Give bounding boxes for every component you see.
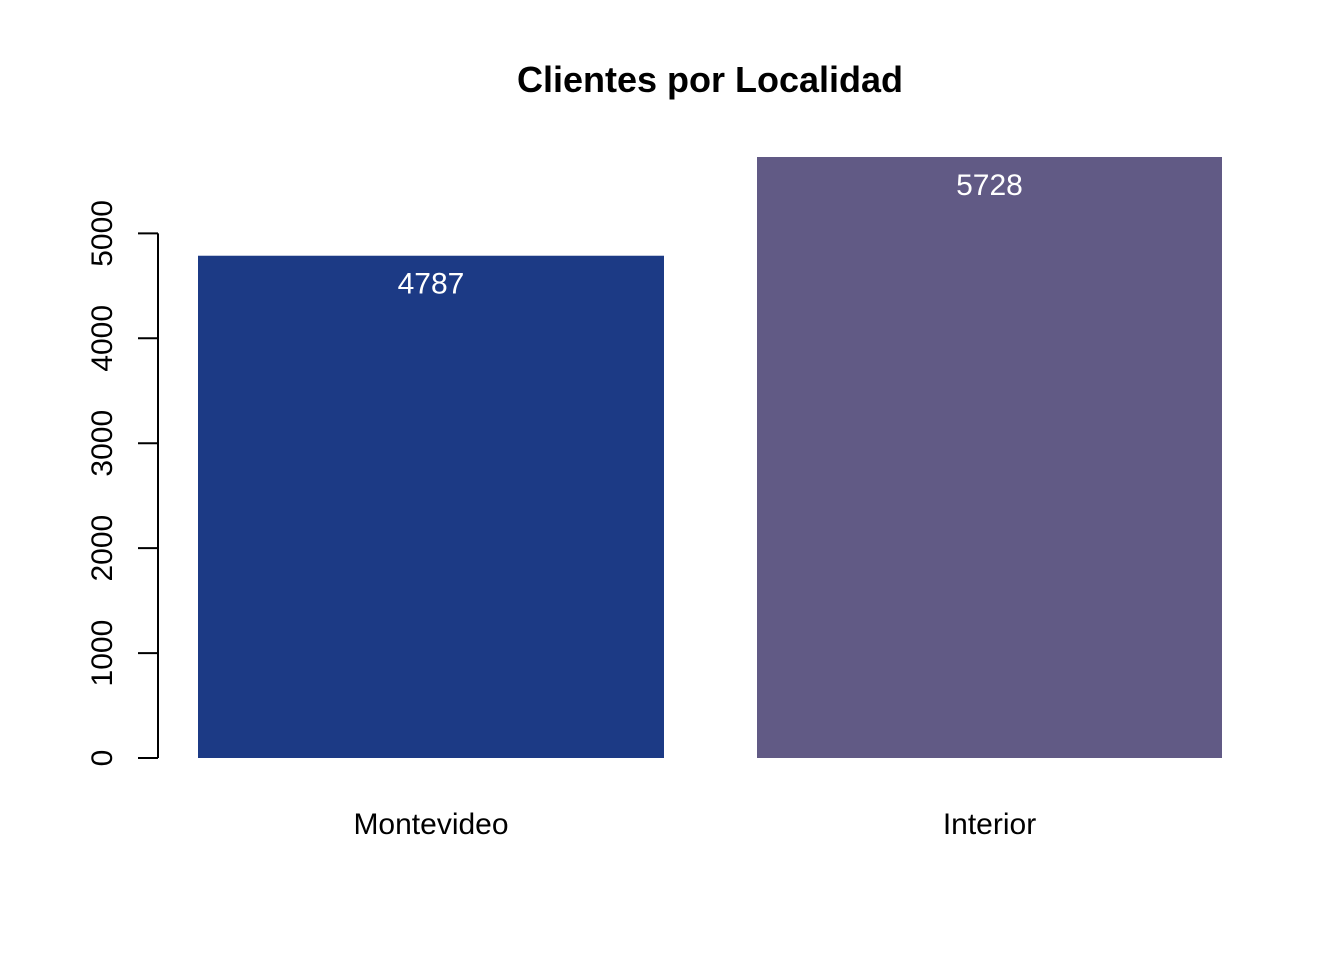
bar-value-labels: 4787 5728 (398, 169, 1023, 301)
y-axis-tick-label: 0 (86, 750, 119, 767)
x-category-label: Montevideo (353, 808, 508, 841)
y-axis-tick-label: 5000 (86, 200, 119, 267)
y-axis: 0 1000 2000 3000 4000 5000 (86, 200, 159, 767)
bar-value-label: 4787 (398, 268, 465, 301)
y-axis-tick-label: 3000 (86, 410, 119, 477)
y-axis-tick-label: 2000 (86, 515, 119, 582)
bar-montevideo (198, 255, 664, 758)
y-axis-tick-label: 1000 (86, 620, 119, 687)
y-axis-tick-label: 4000 (86, 305, 119, 372)
bar-value-label: 5728 (956, 169, 1023, 202)
bar-interior (757, 157, 1222, 758)
bars-group (198, 157, 1222, 758)
chart-title: Clientes por Localidad (517, 59, 903, 100)
x-category-label: Interior (943, 808, 1036, 841)
x-category-labels: Montevideo Interior (353, 808, 1036, 841)
